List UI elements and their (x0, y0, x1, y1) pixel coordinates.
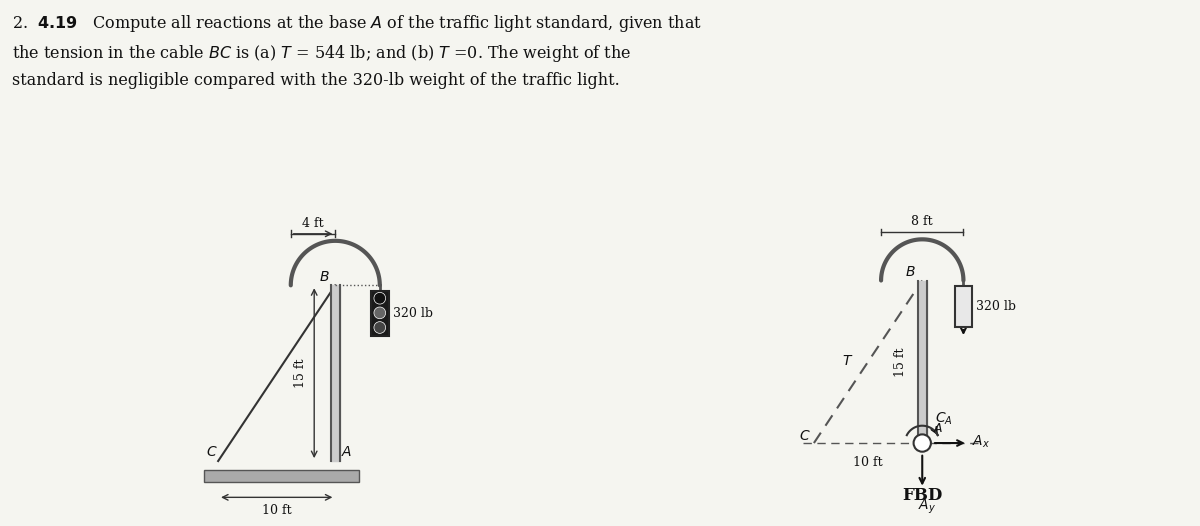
Text: 8 ft: 8 ft (912, 215, 934, 228)
Text: $C$: $C$ (799, 429, 810, 443)
Text: 10 ft: 10 ft (262, 504, 292, 518)
Circle shape (374, 307, 385, 319)
Text: 320 lb: 320 lb (392, 307, 433, 320)
Text: $B$: $B$ (905, 265, 916, 279)
Circle shape (913, 434, 931, 452)
Text: $T$: $T$ (842, 354, 853, 368)
Text: $A_x$: $A_x$ (972, 434, 990, 450)
Bar (371, 291, 389, 336)
Circle shape (374, 292, 385, 304)
Bar (955, 286, 972, 327)
Text: 2.  $\mathbf{4.19}$   Compute all reactions at the base $A$ of the traffic light: 2. $\mathbf{4.19}$ Compute all reactions… (12, 13, 702, 89)
Text: 10 ft: 10 ft (853, 456, 883, 469)
Text: $C$: $C$ (206, 446, 218, 459)
Bar (204, 470, 359, 482)
Text: FBD: FBD (902, 487, 942, 504)
Text: 4 ft: 4 ft (302, 217, 324, 230)
Text: $A$: $A$ (934, 422, 943, 435)
Text: $C_A$: $C_A$ (935, 411, 953, 428)
Text: 320 lb: 320 lb (977, 300, 1016, 313)
Circle shape (374, 321, 385, 333)
Text: $B$: $B$ (319, 270, 330, 284)
Text: $A_y$: $A_y$ (918, 497, 936, 515)
Text: 15 ft: 15 ft (894, 347, 907, 377)
Text: 15 ft: 15 ft (294, 358, 307, 388)
Text: $A$: $A$ (341, 446, 353, 459)
